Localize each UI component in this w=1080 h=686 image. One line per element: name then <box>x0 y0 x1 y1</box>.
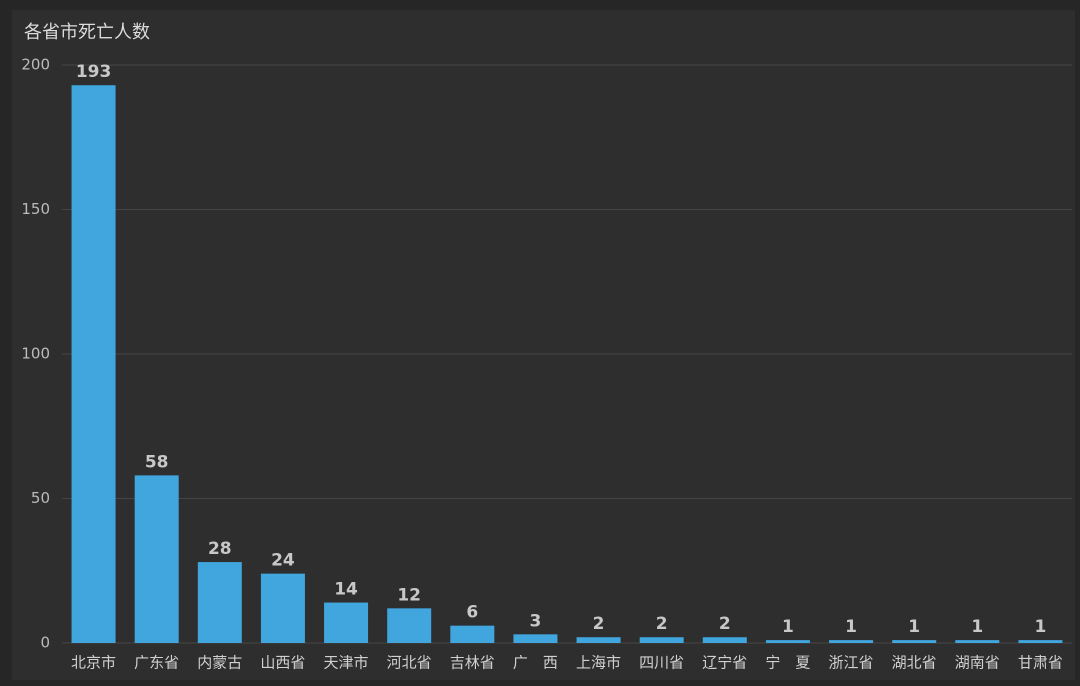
x-tick-label: 四川省 <box>639 654 684 672</box>
x-tick-label: 广东省 <box>134 654 179 672</box>
x-tick-label: 宁 夏 <box>765 654 810 672</box>
bar <box>702 637 747 643</box>
bar <box>892 640 937 643</box>
bar <box>260 573 305 643</box>
value-label: 12 <box>397 585 421 605</box>
y-tick-label: 200 <box>21 56 50 74</box>
y-tick-label: 150 <box>21 200 50 218</box>
value-label: 1 <box>908 617 920 637</box>
value-label: 24 <box>271 551 295 571</box>
value-label: 1 <box>1035 617 1047 637</box>
x-tick-label: 内蒙古 <box>197 654 242 672</box>
value-label: 58 <box>145 452 169 472</box>
bar <box>576 637 621 643</box>
value-label: 193 <box>76 62 112 82</box>
value-label: 2 <box>656 614 668 634</box>
bar <box>71 85 116 644</box>
bar <box>450 625 495 643</box>
x-tick-label: 北京市 <box>71 654 116 672</box>
x-tick-label: 广 西 <box>513 654 558 672</box>
bar <box>765 640 810 643</box>
bar <box>387 608 432 643</box>
bar <box>1018 640 1063 643</box>
bar <box>513 634 558 643</box>
value-label: 6 <box>466 603 478 623</box>
value-label: 2 <box>593 614 605 634</box>
bar <box>197 562 242 643</box>
y-tick-label: 0 <box>40 634 50 652</box>
value-label: 1 <box>782 617 794 637</box>
value-label: 1 <box>845 617 857 637</box>
value-label: 14 <box>334 580 358 600</box>
value-label: 28 <box>208 539 232 559</box>
x-tick-label: 浙江省 <box>829 654 874 672</box>
x-tick-label: 甘肃省 <box>1018 654 1063 672</box>
x-tick-label: 山西省 <box>260 654 305 672</box>
bar <box>955 640 1000 643</box>
bar <box>134 475 179 643</box>
value-label: 1 <box>971 617 983 637</box>
bar <box>639 637 684 643</box>
x-tick-label: 辽宁省 <box>702 654 747 672</box>
bar <box>829 640 874 643</box>
x-tick-label: 吉林省 <box>450 654 495 672</box>
chart-title: 各省市死亡人数 <box>24 22 150 43</box>
x-tick-label: 天津市 <box>324 654 369 672</box>
value-label: 2 <box>719 614 731 634</box>
x-tick-label: 上海市 <box>576 654 621 672</box>
panel <box>12 10 1075 680</box>
y-tick-label: 100 <box>21 345 50 363</box>
bar <box>324 602 369 643</box>
x-tick-label: 湖南省 <box>955 654 1000 672</box>
y-tick-label: 50 <box>31 489 50 507</box>
value-label: 3 <box>530 611 542 631</box>
x-tick-label: 湖北省 <box>892 654 937 672</box>
x-tick-label: 河北省 <box>387 654 432 672</box>
